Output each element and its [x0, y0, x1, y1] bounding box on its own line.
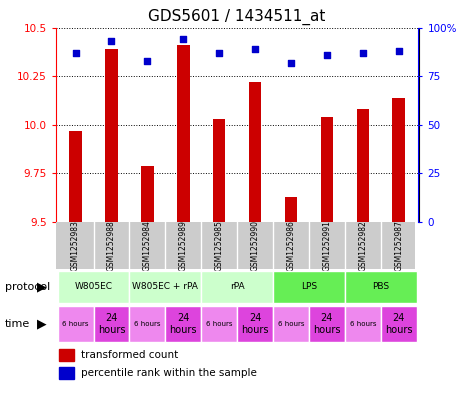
Text: GSM1252983: GSM1252983	[71, 220, 80, 271]
Text: 6 hours: 6 hours	[62, 321, 89, 327]
Bar	[201, 271, 273, 303]
Bar	[105, 49, 118, 222]
Text: ▶: ▶	[37, 318, 47, 331]
Bar	[249, 82, 261, 222]
Text: GSM1252990: GSM1252990	[251, 220, 259, 271]
Bar	[69, 130, 82, 222]
Text: 6 hours: 6 hours	[206, 321, 232, 327]
Bar	[129, 306, 166, 342]
Text: 24
hours: 24 hours	[170, 314, 197, 335]
Text: time: time	[5, 319, 30, 329]
Text: 24
hours: 24 hours	[313, 314, 341, 335]
Bar	[58, 271, 129, 303]
Point	[179, 36, 187, 42]
Point	[359, 50, 366, 56]
Bar	[93, 306, 129, 342]
Bar	[345, 271, 417, 303]
Text: GSM1252988: GSM1252988	[107, 220, 116, 271]
Text: GSM1252984: GSM1252984	[143, 220, 152, 271]
Bar	[177, 45, 190, 222]
Text: protocol: protocol	[5, 282, 50, 292]
Point	[395, 48, 403, 54]
Bar	[345, 306, 381, 342]
Point	[252, 46, 259, 52]
Bar	[166, 306, 201, 342]
Text: LPS: LPS	[301, 283, 317, 291]
Bar	[141, 165, 153, 222]
Point	[108, 38, 115, 44]
Text: PBS: PBS	[372, 283, 389, 291]
Bar	[392, 97, 405, 222]
Point	[144, 57, 151, 64]
Text: GSM1252982: GSM1252982	[359, 220, 367, 271]
Point	[72, 50, 79, 56]
Text: 24
hours: 24 hours	[98, 314, 125, 335]
Bar	[60, 367, 74, 379]
Text: GSM1252985: GSM1252985	[215, 220, 224, 271]
Text: percentile rank within the sample: percentile rank within the sample	[81, 368, 257, 378]
Bar	[357, 109, 369, 222]
Text: GSM1252991: GSM1252991	[322, 220, 332, 271]
Text: W805EC: W805EC	[74, 283, 113, 291]
Bar	[213, 119, 226, 222]
Bar	[321, 117, 333, 222]
Text: GSM1252986: GSM1252986	[286, 220, 296, 271]
Text: GSM1252987: GSM1252987	[394, 220, 403, 271]
Text: 24
hours: 24 hours	[385, 314, 412, 335]
Bar	[60, 349, 74, 361]
Text: rPA: rPA	[230, 283, 245, 291]
Text: GSM1252989: GSM1252989	[179, 220, 188, 271]
Bar	[309, 306, 345, 342]
Bar	[381, 306, 417, 342]
Bar	[285, 197, 297, 222]
Title: GDS5601 / 1434511_at: GDS5601 / 1434511_at	[148, 9, 326, 25]
Text: W805EC + rPA: W805EC + rPA	[133, 283, 198, 291]
Bar	[201, 306, 237, 342]
Point	[215, 50, 223, 56]
Bar	[129, 271, 201, 303]
Bar	[237, 306, 273, 342]
Text: ▶: ▶	[37, 280, 47, 294]
Text: 6 hours: 6 hours	[134, 321, 160, 327]
Text: 24
hours: 24 hours	[241, 314, 269, 335]
Text: transformed count: transformed count	[81, 350, 179, 360]
Bar	[58, 306, 93, 342]
Bar	[273, 271, 345, 303]
Bar	[273, 306, 309, 342]
Text: 6 hours: 6 hours	[350, 321, 376, 327]
Point	[287, 59, 295, 66]
Text: 6 hours: 6 hours	[278, 321, 304, 327]
Point	[323, 51, 331, 58]
